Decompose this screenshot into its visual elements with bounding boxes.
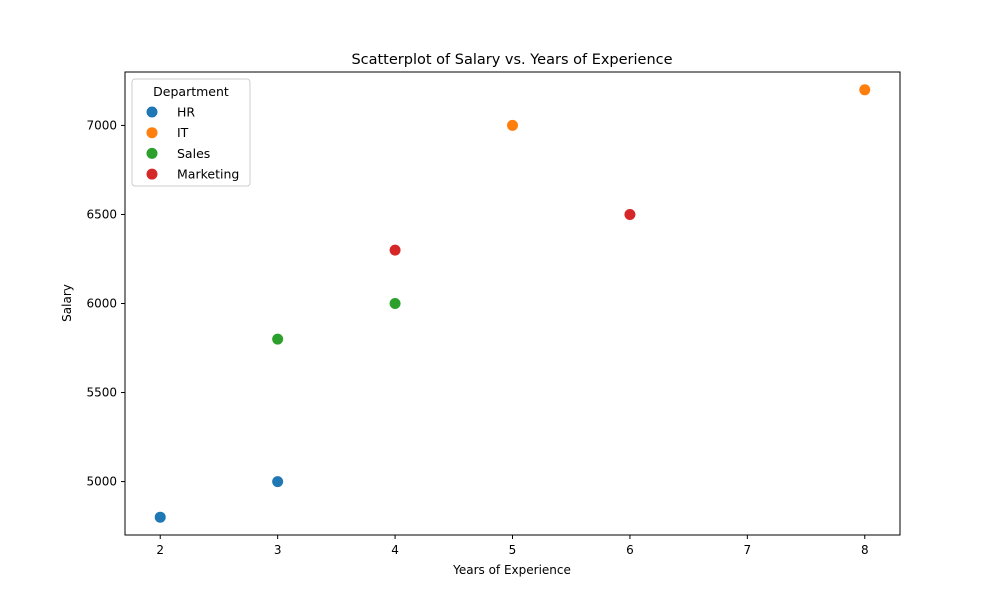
y-tick-label: 5000	[86, 475, 117, 489]
x-tick-label: 6	[626, 543, 634, 557]
x-tick-label: 2	[156, 543, 164, 557]
legend: Department HR IT Sales Marketing	[131, 78, 251, 187]
y-tick-label: 7000	[86, 118, 117, 132]
legend-marker-it	[146, 127, 158, 139]
x-axis: 2 3 4 5 6 7 8	[156, 535, 869, 557]
y-tick-label: 6500	[86, 207, 117, 221]
y-tick-label: 6000	[86, 297, 117, 311]
legend-title: Department	[153, 84, 229, 99]
x-tick-label: 8	[861, 543, 869, 557]
data-points	[154, 84, 871, 523]
x-axis-label: Years of Experience	[452, 563, 571, 577]
data-point-it	[859, 84, 871, 96]
data-point-sales	[389, 298, 401, 309]
legend-label-hr: HR	[177, 105, 195, 120]
chart-title: Scatterplot of Salary vs. Years of Exper…	[351, 52, 672, 68]
y-axis-label: Salary	[60, 284, 74, 322]
x-tick-label: 7	[744, 543, 752, 557]
y-axis: 5000 5500 6000 6500 7000	[86, 118, 125, 489]
y-tick-label: 5500	[86, 386, 117, 400]
legend-label-it: IT	[177, 125, 189, 140]
data-point-it	[507, 119, 518, 131]
legend-marker-sales	[146, 147, 158, 159]
legend-box	[131, 78, 251, 187]
data-point-hr	[272, 476, 284, 488]
legend-marker-hr	[146, 106, 158, 118]
legend-entries: HR IT Sales Marketing	[146, 105, 239, 182]
legend-marker-marketing	[146, 168, 158, 180]
x-tick-label: 5	[509, 543, 517, 557]
legend-label-marketing: Marketing	[177, 167, 239, 182]
x-tick-label: 4	[391, 543, 399, 557]
legend-label-sales: Sales	[177, 146, 210, 161]
data-point-marketing	[389, 244, 401, 256]
data-point-marketing	[624, 208, 636, 220]
data-point-sales	[272, 333, 284, 345]
data-point-hr	[154, 511, 166, 523]
x-tick-label: 3	[274, 543, 282, 557]
